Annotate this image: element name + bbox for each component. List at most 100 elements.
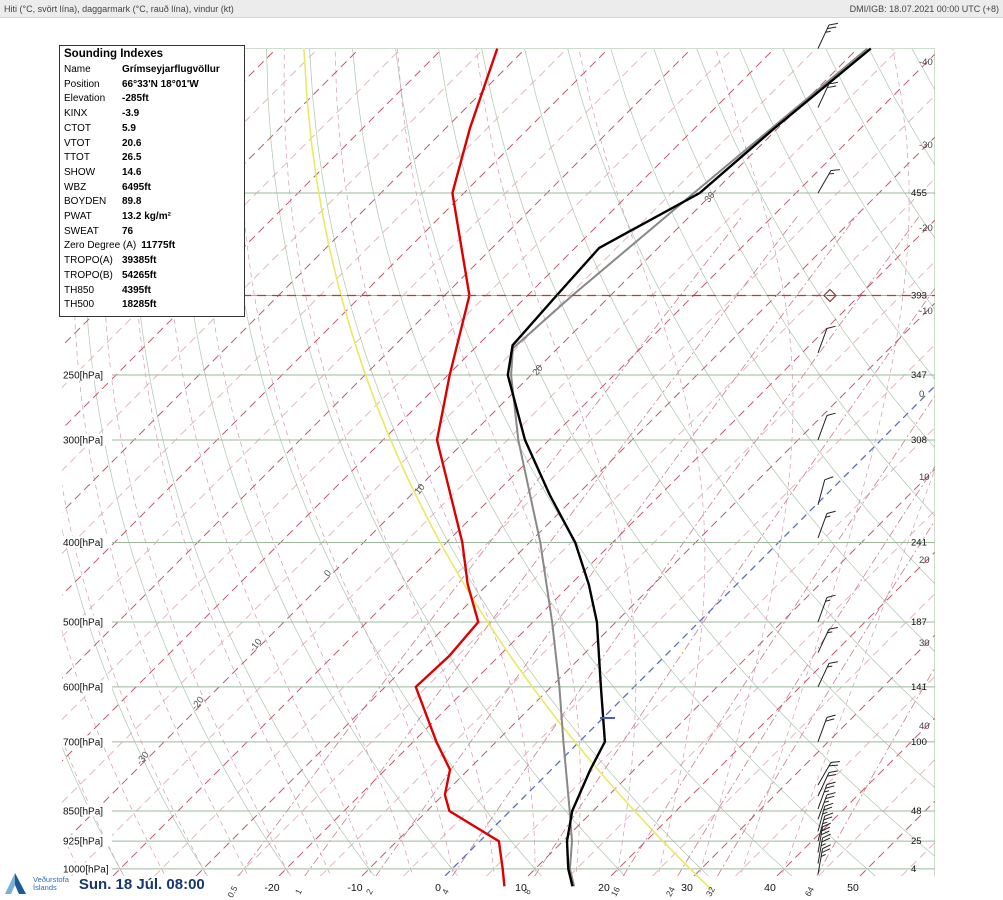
right-height-label: 25 (911, 836, 922, 847)
wind-barb (817, 781, 836, 810)
moist-adiabat-line (73, 48, 249, 876)
adiabat-label: -30 (134, 750, 151, 768)
index-value: 66°33'N 18°01'W (122, 78, 199, 90)
index-value: 5.9 (122, 122, 136, 134)
index-row: Name Grímseyjarflugvöllur (64, 63, 240, 78)
dry-adiabat-line (62, 527, 208, 876)
index-row: TH500 18285ft (64, 298, 240, 313)
dry-adiabat-line (739, 48, 935, 380)
pressure-label-backing (62, 834, 112, 847)
index-row: KINX -3.9 (64, 107, 240, 122)
index-label: TH850 (64, 284, 95, 296)
index-value: 54265ft (122, 269, 157, 281)
isotherm-line (403, 344, 935, 876)
wind-barb (817, 510, 836, 539)
mixing-ratio-line (816, 666, 935, 876)
pressure-label-backing (62, 735, 112, 748)
mixing-ratio-line (622, 394, 935, 876)
wind-barb (817, 833, 831, 864)
wind-barb (817, 822, 831, 853)
sounding-curves (303, 47, 872, 891)
dry-adiabat-line (131, 48, 375, 876)
mixing-ratio-label: 16 (609, 885, 622, 898)
isotherm-line (62, 48, 858, 845)
bottom-temp-label: 10 (515, 882, 527, 894)
index-value: 11775ft (141, 240, 176, 252)
moist-adiabat-line (0, 49, 5, 890)
pressure-axis-label: 600[hPa] (63, 682, 103, 693)
isotherm-line (776, 717, 935, 876)
adiabat-label: -10 (247, 637, 264, 655)
moist-adiabat-line (578, 48, 706, 876)
isotherm-line (62, 48, 485, 471)
moist-adiabat-line (165, 48, 373, 876)
wind-barb (817, 792, 836, 820)
index-value: 4395ft (122, 284, 151, 296)
right-height-label: 455 (911, 188, 927, 199)
pressure-axis-label: 400[hPa] (63, 538, 103, 549)
right-temp-label: -30 (919, 140, 933, 151)
mixing-ratio-label: 32 (704, 885, 717, 898)
isotherm-line (62, 48, 609, 596)
right-temp-label: 30 (919, 638, 930, 649)
isotherm-line (361, 302, 935, 876)
dewpoint-curve (414, 48, 506, 887)
isotherm-line (818, 759, 935, 876)
model-run-text: DMI/IGB: 18.07.2021 00:00 UTC (+8) (849, 3, 999, 14)
index-label: CTOT (64, 122, 92, 134)
right-height-label: 100 (911, 737, 927, 748)
adiabat-label: 0 (322, 568, 334, 579)
wind-barb (817, 325, 836, 354)
moist-adiabat-line (397, 48, 581, 876)
yellow-adiabat-curve (303, 48, 713, 891)
wind-barb (817, 812, 834, 842)
isotherm-line (62, 48, 443, 430)
index-value: -3.9 (122, 108, 140, 120)
right-temp-label: 0 (919, 389, 924, 400)
right-temp-label: 10 (919, 472, 930, 483)
moist-adiabat-line (475, 48, 637, 876)
mixing-ratio-label: 8 (522, 887, 533, 896)
bottom-temp-label: 20 (598, 882, 610, 894)
dry-adiabat-line (782, 48, 935, 310)
index-value: 89.8 (122, 196, 142, 208)
bottom-temp-label: -20 (264, 882, 279, 894)
wind-barb (817, 594, 836, 623)
index-row: TROPO(A) 39385ft (64, 254, 240, 269)
index-value: 39385ft (122, 255, 157, 267)
isotherm-line (237, 178, 935, 876)
axis-labels: 250[hPa] 300[hPa] 400[hPa] 500[hPa] 600[hPa]… (62, 57, 933, 899)
index-value: 14.6 (122, 166, 142, 178)
index-row: BOYDEN 89.8 (64, 195, 240, 210)
temperature-curve (506, 47, 872, 887)
moist-adiabat-line (698, 48, 794, 876)
index-row: PWAT 13.2 kg/m² (64, 210, 240, 225)
moist-adiabat-line (62, 48, 208, 876)
valid-time: Sun. 18 Júl. 08:00 (78, 875, 205, 893)
pressure-axis-label: 300[hPa] (63, 435, 103, 446)
dry-adiabat-line (395, 48, 876, 876)
mixing-ratio-line (717, 519, 935, 876)
right-height-label: 241 (911, 537, 927, 548)
right-temp-label: -40 (919, 57, 933, 68)
adiabat-label: 30 (702, 190, 717, 205)
isotherm-line (62, 48, 402, 388)
bottom-temp-label: 50 (847, 882, 859, 894)
index-value: 13.2 kg/m² (122, 211, 171, 223)
pressure-label-backing (62, 615, 112, 628)
mixing-ratio-label: 4 (440, 887, 451, 896)
index-label: TROPO(A) (64, 255, 113, 267)
isotherm-line (62, 48, 568, 554)
dry-adiabat-line (524, 48, 935, 721)
right-temp-label: 20 (919, 555, 930, 566)
dry-adiabat-line (0, 49, 47, 890)
wind-barb (817, 802, 834, 832)
moist-adiabat-line (62, 629, 166, 876)
mixing-ratio-line (451, 215, 920, 876)
bottom-temp-label: -10 (347, 882, 362, 894)
dry-adiabat-line (955, 49, 1003, 890)
index-label: KINX (64, 108, 88, 120)
index-row: Elevation -285ft (64, 92, 240, 107)
grid-layer (0, 48, 1003, 890)
